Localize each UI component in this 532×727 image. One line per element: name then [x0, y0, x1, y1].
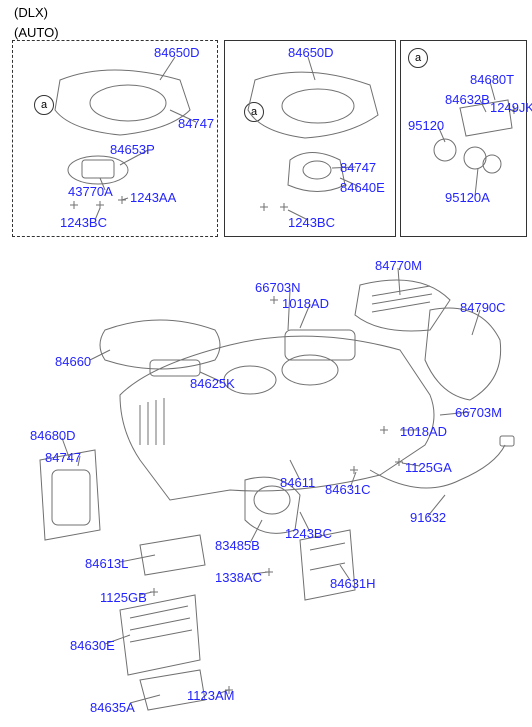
part-ref-84632B[interactable]: 84632B	[445, 92, 490, 107]
part-ref-1125GB[interactable]: 1125GB	[100, 590, 147, 605]
part-ref-1123AM[interactable]: 1123AM	[187, 688, 234, 703]
part-ref-84611[interactable]: 84611	[280, 475, 315, 490]
part-ref-84680D[interactable]: 84680D	[30, 428, 76, 443]
part-ref-84660[interactable]: 84660	[55, 354, 91, 369]
panel-middle	[224, 40, 396, 237]
variant-secondary: (AUTO)	[14, 25, 59, 40]
part-ref-84650D-l[interactable]: 84650D	[154, 45, 200, 60]
part-ref-1125GA[interactable]: 1125GA	[405, 460, 452, 475]
part-ref-84625K[interactable]: 84625K	[190, 376, 235, 391]
part-ref-84635A[interactable]: 84635A	[90, 700, 135, 715]
part-ref-84631H[interactable]: 84631H	[330, 576, 376, 591]
part-ref-84653P[interactable]: 84653P	[110, 142, 155, 157]
part-ref-84680T[interactable]: 84680T	[470, 72, 514, 87]
part-ref-84650D-m[interactable]: 84650D	[288, 45, 334, 60]
part-ref-84747-l[interactable]: 84747	[178, 116, 214, 131]
part-ref-84630E[interactable]: 84630E	[70, 638, 115, 653]
detail-marker-a-2: a	[244, 102, 264, 122]
variant-primary: (DLX)	[14, 5, 48, 20]
part-ref-95120A[interactable]: 95120A	[445, 190, 490, 205]
part-ref-1243BC-b[interactable]: 1243BC	[285, 526, 332, 541]
part-ref-84640E[interactable]: 84640E	[340, 180, 385, 195]
detail-marker-a-3: a	[408, 48, 428, 68]
part-ref-1018AD-b[interactable]: 1018AD	[400, 424, 447, 439]
panel-detail-a	[400, 40, 527, 237]
part-ref-1018AD-t[interactable]: 1018AD	[282, 296, 329, 311]
part-ref-1338AC[interactable]: 1338AC	[215, 570, 262, 585]
part-ref-84613L[interactable]: 84613L	[85, 556, 128, 571]
part-ref-84631C[interactable]: 84631C	[325, 482, 371, 497]
part-ref-1243BC-l[interactable]: 1243BC	[60, 215, 107, 230]
part-ref-1243BC-m[interactable]: 1243BC	[288, 215, 335, 230]
part-ref-66703N[interactable]: 66703N	[255, 280, 301, 295]
part-ref-84790C[interactable]: 84790C	[460, 300, 506, 315]
part-ref-84770M[interactable]: 84770M	[375, 258, 422, 273]
panel-dlx-auto	[12, 40, 218, 237]
part-ref-83485B[interactable]: 83485B	[215, 538, 260, 553]
part-ref-84747-m[interactable]: 84747	[340, 160, 376, 175]
part-ref-1249JK[interactable]: 1249JK	[490, 100, 532, 115]
part-ref-91632[interactable]: 91632	[410, 510, 446, 525]
diagram-canvas: (DLX) (AUTO) a a a	[0, 0, 532, 727]
part-ref-95120[interactable]: 95120	[408, 118, 444, 133]
part-ref-66703M[interactable]: 66703M	[455, 405, 502, 420]
part-ref-84747-b[interactable]: 84747	[45, 450, 81, 465]
part-ref-43770A[interactable]: 43770A	[68, 184, 113, 199]
detail-marker-a-1: a	[34, 95, 54, 115]
part-ref-1243AA[interactable]: 1243AA	[130, 190, 176, 205]
